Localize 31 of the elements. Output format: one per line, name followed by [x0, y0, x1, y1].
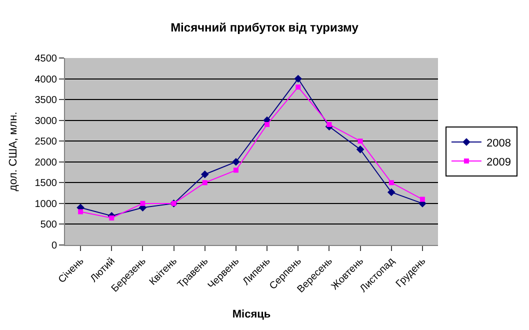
point [294, 74, 302, 83]
point [200, 170, 209, 178]
point [356, 146, 364, 154]
y-tick-label: 3500 [34, 95, 58, 106]
y-tick-label: 0 [51, 240, 58, 252]
point [202, 180, 208, 186]
point [420, 196, 425, 202]
point [326, 122, 332, 127]
y-tick-label: 3000 [34, 116, 58, 127]
legend-label: 2008 [486, 137, 511, 150]
legend-label: 2009 [486, 156, 511, 168]
point [388, 180, 394, 186]
chart-title: Місячний прибуток від туризму [170, 20, 359, 34]
point [387, 188, 396, 196]
point [109, 215, 114, 220]
y-tick-label: 2500 [34, 136, 58, 148]
y-tick-label: 4000 [34, 74, 58, 86]
point [232, 158, 240, 166]
y-tick-label: 1000 [34, 198, 58, 210]
point [264, 122, 270, 127]
y-tick-label: 2000 [34, 157, 58, 168]
point [296, 84, 301, 90]
y-tick-label: 1500 [34, 178, 58, 190]
point [78, 209, 84, 214]
y-tick-label: 500 [40, 220, 58, 231]
point [233, 168, 238, 173]
x-axis-title: Місяць [232, 308, 271, 320]
point [140, 200, 146, 206]
point [358, 138, 363, 144]
y-tick-label: 4500 [34, 54, 58, 64]
y-axis-title: дол. США, млн. [7, 112, 20, 192]
